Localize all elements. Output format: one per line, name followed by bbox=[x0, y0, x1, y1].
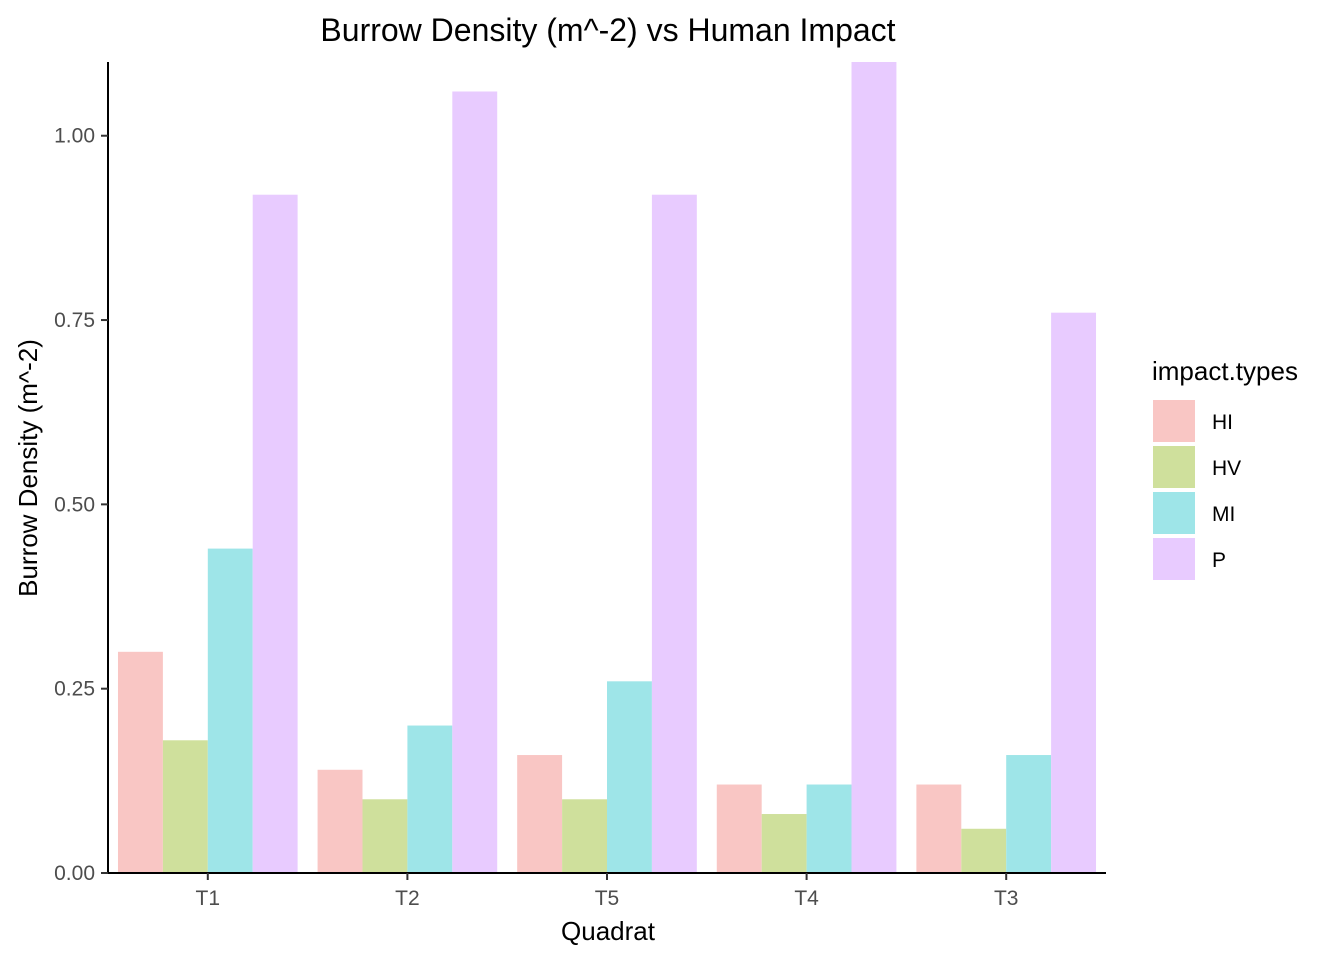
bar-t5-p bbox=[651, 194, 697, 873]
legend-key-hv bbox=[1153, 446, 1195, 488]
y-tick-label: 0.25 bbox=[54, 678, 95, 701]
chart-title: Burrow Density (m^-2) vs Human Impact bbox=[320, 12, 895, 48]
bar-t2-p bbox=[452, 91, 498, 873]
x-tick-label: T3 bbox=[994, 887, 1019, 910]
legend-key-p bbox=[1153, 538, 1195, 580]
y-tick-label: 0.50 bbox=[54, 493, 95, 516]
x-tick-label: T4 bbox=[794, 887, 819, 910]
bar-t2-hi bbox=[317, 769, 363, 873]
bar-t4-p bbox=[851, 62, 897, 873]
legend-label-mi: MI bbox=[1212, 503, 1235, 526]
bar-t5-hi bbox=[517, 755, 563, 873]
y-axis-ticks: 0.00 0.25 0.50 0.75 1.00 bbox=[54, 125, 108, 885]
bar-t1-p bbox=[252, 194, 298, 873]
bar-t2-mi bbox=[407, 725, 453, 873]
bar-t3-p bbox=[1051, 312, 1097, 873]
legend-label-hv: HV bbox=[1212, 457, 1241, 480]
legend-items: HI HV MI P bbox=[1153, 400, 1241, 580]
bar-t3-hi bbox=[916, 784, 962, 873]
x-tick-label: T1 bbox=[196, 887, 221, 910]
bar-t4-hv bbox=[761, 814, 807, 873]
bar-t5-mi bbox=[607, 681, 652, 873]
bar-t1-hv bbox=[162, 740, 208, 873]
legend-label-hi: HI bbox=[1212, 411, 1233, 434]
legend: impact.types HI HV MI P bbox=[1152, 356, 1298, 580]
y-tick-label: 0.00 bbox=[54, 862, 95, 885]
bar-t1-hi bbox=[117, 651, 163, 873]
bar-t2-hv bbox=[362, 799, 408, 873]
y-tick-label: 1.00 bbox=[54, 125, 95, 148]
x-axis-ticks: T1 T2 T5 T4 T3 bbox=[196, 873, 1019, 910]
bar-t1-mi bbox=[207, 548, 253, 873]
bar-t4-mi bbox=[806, 784, 852, 873]
x-tick-label: T5 bbox=[595, 887, 620, 910]
plot-area bbox=[117, 62, 1097, 873]
bar-t3-mi bbox=[1006, 755, 1052, 873]
bar-t4-hi bbox=[716, 784, 762, 873]
legend-title: impact.types bbox=[1152, 356, 1298, 386]
x-axis-label: Quadrat bbox=[561, 916, 656, 946]
legend-key-hi bbox=[1153, 400, 1195, 442]
x-tick-label: T2 bbox=[395, 887, 420, 910]
bar-t5-hv bbox=[562, 799, 607, 873]
bar-t3-hv bbox=[961, 828, 1007, 873]
y-tick-label: 0.75 bbox=[54, 309, 95, 332]
y-axis-label: Burrow Density (m^-2) bbox=[13, 339, 43, 597]
legend-key-mi bbox=[1153, 492, 1195, 534]
legend-label-p: P bbox=[1212, 549, 1226, 572]
